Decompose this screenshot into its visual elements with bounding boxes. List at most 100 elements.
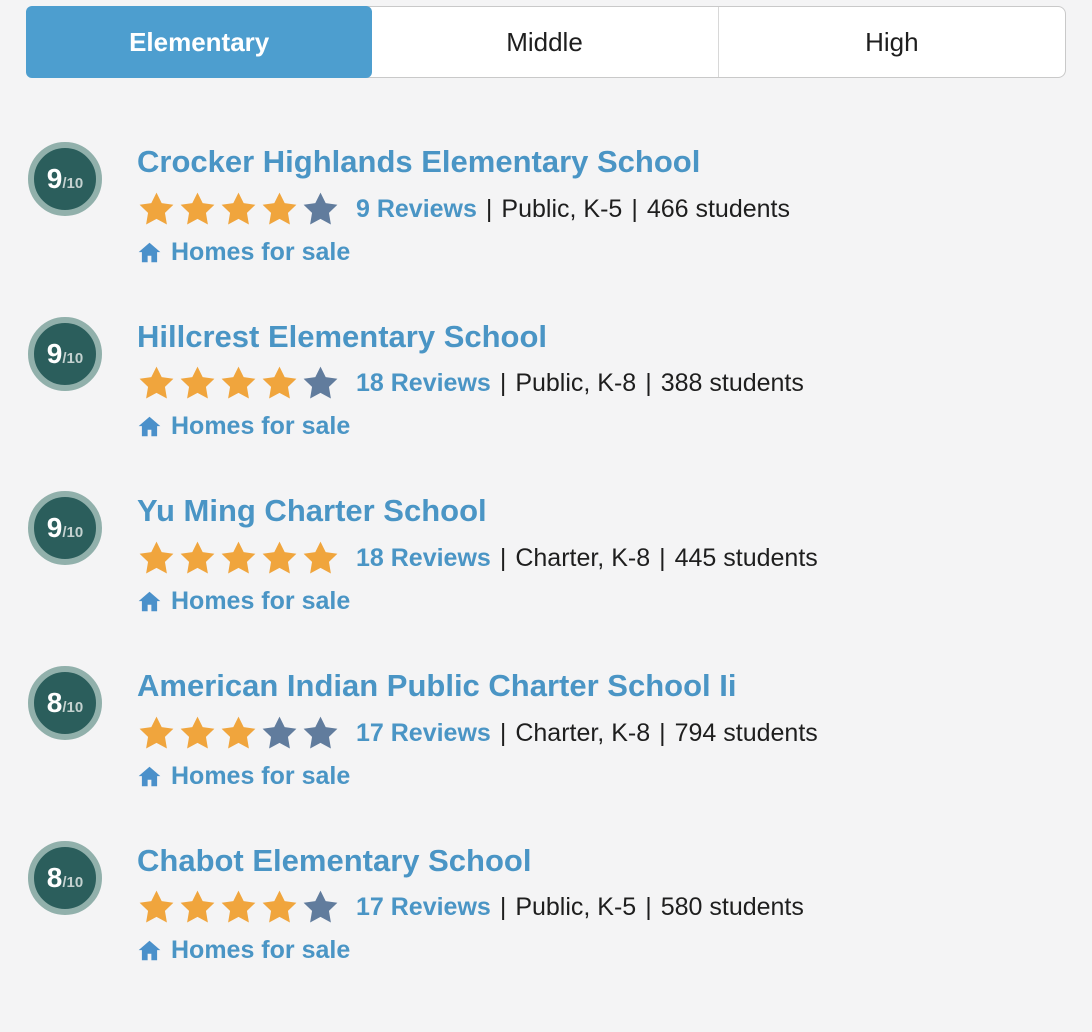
rating-text: 8/10	[47, 687, 83, 719]
rating-value: 9	[46, 337, 63, 369]
star-filled-icon	[137, 539, 176, 578]
star-filled-icon	[137, 888, 176, 927]
school-type-grades: Public, K-5	[515, 893, 637, 922]
star-filled-icon	[260, 190, 299, 229]
student-count: 445 students	[674, 543, 818, 572]
star-filled-icon	[219, 364, 258, 403]
star-filled-icon	[219, 714, 258, 753]
school-name-link[interactable]: Yu Ming Charter School	[137, 493, 487, 529]
rating-text: 9/10	[47, 512, 83, 544]
school-type-grades: Charter, K-8	[515, 543, 651, 572]
rating-badge: 9/10	[28, 316, 102, 391]
home-icon	[137, 764, 162, 789]
school-type-grades: Charter, K-8	[515, 718, 651, 747]
homes-for-sale-link[interactable]: Homes for sale	[137, 412, 804, 441]
star-rating	[137, 190, 342, 229]
school-content: Chabot Elementary School 17 Reviews | Pu…	[137, 841, 804, 966]
school-row: 8/10 Chabot Elementary School 17 Reviews…	[28, 840, 1092, 966]
reviews-link[interactable]: 18 Reviews	[356, 369, 491, 398]
rating-value: 8	[46, 686, 63, 718]
separator: |	[499, 718, 507, 747]
rating-denominator: /10	[62, 175, 84, 192]
homes-for-sale-link[interactable]: Homes for sale	[137, 238, 790, 267]
homes-for-sale-link[interactable]: Homes for sale	[137, 587, 818, 616]
star-filled-icon	[137, 190, 176, 229]
homes-for-sale-link[interactable]: Homes for sale	[137, 762, 818, 791]
tab-middle[interactable]: Middle	[506, 26, 583, 57]
star-filled-icon	[219, 888, 258, 927]
homes-for-sale-label: Homes for sale	[171, 936, 351, 965]
homes-for-sale-label: Homes for sale	[171, 586, 351, 615]
school-name-link[interactable]: Hillcrest Elementary School	[137, 318, 548, 354]
star-filled-icon	[137, 714, 176, 753]
school-content: Hillcrest Elementary School 18 Reviews |…	[137, 317, 804, 442]
school-meta-line: 18 Reviews | Public, K-8 | 388 students	[137, 364, 804, 403]
star-filled-icon	[137, 364, 176, 403]
rating-denominator: /10	[62, 873, 84, 891]
separator: |	[659, 718, 666, 747]
separator: |	[645, 893, 652, 922]
school-row: 9/10 Yu Ming Charter School 18 Reviews |…	[28, 491, 1092, 616]
rating-text: 8/10	[47, 862, 83, 894]
rating-value: 8	[46, 861, 63, 893]
separator: |	[631, 194, 638, 223]
star-rating	[137, 364, 342, 403]
star-filled-icon	[178, 888, 217, 927]
reviews-link[interactable]: 17 Reviews	[356, 718, 491, 747]
reviews-link[interactable]: 9 Reviews	[356, 194, 477, 223]
home-icon	[137, 414, 162, 439]
star-empty-icon	[301, 190, 340, 229]
student-count: 580 students	[660, 893, 804, 922]
homes-for-sale-label: Homes for sale	[171, 412, 351, 441]
tab-high[interactable]: High	[717, 7, 1065, 77]
star-filled-icon	[219, 190, 258, 229]
school-meta-line: 18 Reviews | Charter, K-8 | 445 students	[137, 539, 818, 578]
home-icon	[137, 589, 162, 614]
rating-value: 9	[46, 163, 63, 194]
school-row: 8/10 American Indian Public Charter Scho…	[28, 665, 1092, 791]
rating-badge: 8/10	[28, 665, 102, 740]
separator: |	[645, 369, 652, 398]
star-filled-icon	[178, 539, 217, 578]
star-filled-icon	[178, 190, 217, 229]
star-empty-icon	[301, 714, 340, 753]
star-rating	[137, 888, 342, 927]
star-filled-icon	[219, 539, 258, 578]
school-name-link[interactable]: Crocker Highlands Elementary School	[137, 144, 701, 179]
homes-for-sale-label: Homes for sale	[171, 237, 351, 266]
rating-denominator: /10	[62, 524, 84, 542]
rating-badge: 9/10	[28, 491, 102, 566]
tab-elementary[interactable]: Elementary	[26, 6, 373, 78]
home-icon	[137, 938, 162, 963]
rating-badge: 8/10	[28, 840, 102, 915]
school-row: 9/10 Hillcrest Elementary School 18 Revi…	[28, 316, 1092, 442]
separator: |	[485, 194, 493, 223]
school-meta-line: 17 Reviews | Public, K-5 | 580 students	[137, 888, 804, 927]
separator: |	[659, 543, 666, 572]
star-filled-icon	[178, 714, 217, 753]
student-count: 794 students	[674, 718, 818, 747]
school-level-tabs: Elementary Middle High	[26, 6, 1066, 78]
school-name-link[interactable]: Chabot Elementary School	[137, 842, 532, 878]
rating-value: 9	[46, 512, 63, 544]
separator: |	[499, 543, 507, 572]
school-type-grades: Public, K-5	[501, 194, 623, 223]
star-filled-icon	[301, 539, 340, 578]
star-rating	[137, 714, 342, 753]
homes-for-sale-link[interactable]: Homes for sale	[137, 936, 804, 965]
star-empty-icon	[260, 714, 299, 753]
star-empty-icon	[301, 888, 340, 927]
homes-for-sale-label: Homes for sale	[171, 761, 351, 790]
school-content: Crocker Highlands Elementary School 9 Re…	[137, 142, 790, 267]
rating-text: 9/10	[47, 338, 83, 370]
reviews-link[interactable]: 17 Reviews	[356, 893, 491, 922]
school-meta-line: 9 Reviews | Public, K-5 | 466 students	[137, 190, 790, 229]
reviews-link[interactable]: 18 Reviews	[356, 543, 491, 572]
student-count: 388 students	[660, 369, 804, 398]
school-content: Yu Ming Charter School 18 Reviews | Char…	[137, 491, 818, 616]
star-filled-icon	[178, 364, 217, 403]
school-name-link[interactable]: American Indian Public Charter School Ii	[137, 667, 737, 703]
school-list: 9/10 Crocker Highlands Elementary School…	[0, 78, 1092, 965]
rating-denominator: /10	[62, 698, 84, 716]
rating-badge: 9/10	[28, 142, 102, 216]
